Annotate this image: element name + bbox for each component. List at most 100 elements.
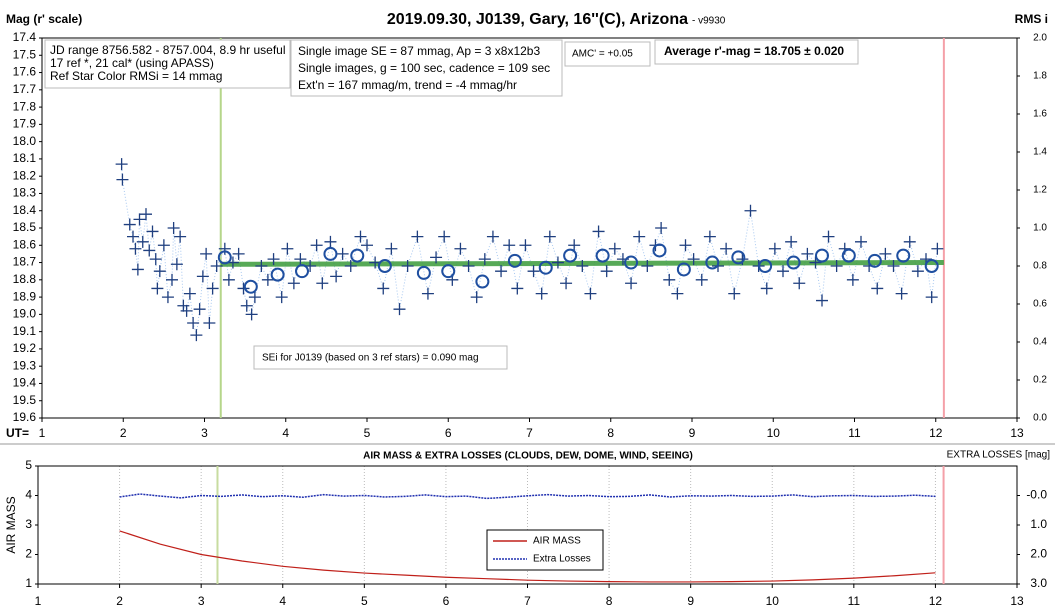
- data-point: [931, 242, 944, 255]
- data-point: [127, 230, 139, 243]
- y-tick-label: 18.1: [13, 151, 37, 165]
- data-point: [462, 260, 475, 272]
- y-tick-label: 18.0: [13, 134, 37, 148]
- x-tick-label: 1: [39, 426, 46, 440]
- legend-label: AIR MASS: [533, 536, 581, 547]
- y-tick-label: 17.8: [13, 99, 37, 113]
- legend-box: [486, 529, 604, 571]
- data-point: [316, 277, 329, 290]
- data-point: [255, 260, 268, 272]
- data-point: [720, 242, 733, 255]
- mean-point: [595, 248, 610, 263]
- y-tick-label: 18.7: [13, 255, 37, 269]
- data-point: [478, 253, 491, 266]
- info-box: [44, 39, 291, 89]
- x-tick-label: 13: [1010, 426, 1024, 440]
- data-point: [294, 253, 307, 266]
- data-point: [140, 208, 152, 221]
- y-axis-label: Mag (r' scale): [6, 12, 82, 26]
- info-box: [290, 39, 563, 97]
- y-tick-label: 1: [25, 576, 32, 590]
- y2-tick-label: 1.0: [1033, 223, 1047, 234]
- data-point: [245, 308, 258, 321]
- x-tick-label: 7: [524, 594, 531, 608]
- data-point: [641, 260, 654, 272]
- data-point: [151, 282, 164, 295]
- data-line: [119, 530, 936, 583]
- info-text: Single images, g = 100 sec, cadence = 10…: [298, 61, 550, 75]
- data-point: [663, 273, 676, 286]
- info-box: [253, 345, 508, 370]
- x-tick-label: 8: [607, 426, 614, 440]
- data-point: [203, 317, 216, 329]
- x-tick-label: 11: [848, 426, 861, 440]
- y-tick-label: 19.1: [13, 324, 37, 338]
- data-point: [354, 230, 367, 243]
- y-tick-label: 18.4: [13, 203, 37, 217]
- data-point: [551, 256, 564, 269]
- info-text: Ext'n = 167 mmag/m, trend = -4 mmag/hr: [298, 78, 517, 92]
- y-tick-label: 19.0: [13, 307, 37, 321]
- x-tick-label: 9: [689, 426, 696, 440]
- mean-point: [758, 259, 773, 273]
- x-tick-label: 4: [282, 426, 289, 440]
- data-point: [809, 256, 822, 269]
- y-tick-label: 18.3: [13, 186, 37, 200]
- data-point: [183, 287, 196, 300]
- data-point: [560, 277, 573, 290]
- data-point: [671, 287, 684, 300]
- amc-text: AMC' = +0.05: [572, 49, 633, 60]
- y-tick-label: 17.5: [13, 47, 37, 61]
- chart-title: 2019.09.30, J0139, Gary, 16''(C), Arizon…: [387, 11, 688, 28]
- mean-point: [507, 253, 522, 268]
- y2-tick-label: 2.0: [1030, 547, 1047, 561]
- mean-point: [441, 264, 456, 279]
- y-tick-label: 3: [25, 517, 32, 531]
- data-point: [115, 158, 128, 171]
- data-point: [785, 235, 798, 248]
- data-point: [180, 304, 193, 317]
- mean-point: [323, 246, 338, 261]
- data-point: [174, 230, 187, 243]
- mean-point: [786, 255, 801, 270]
- y2-tick-label: 1.6: [1033, 109, 1047, 120]
- y-tick-label: 18.9: [13, 289, 37, 303]
- mean-point: [815, 248, 829, 263]
- data-point: [361, 239, 373, 252]
- x-tick-label: 2: [116, 594, 123, 608]
- mean-point: [377, 259, 392, 273]
- y2-tick-label: 0.4: [1033, 337, 1047, 348]
- y2-tick-label: 1.4: [1033, 147, 1047, 158]
- data-point: [679, 239, 692, 252]
- info-text: Single image SE = 87 mmag, Ap = 3 x8x12b…: [298, 44, 540, 58]
- y-tick-label: 19.3: [13, 358, 37, 372]
- data-point: [830, 260, 843, 272]
- data-point: [411, 230, 424, 243]
- data-point: [210, 260, 223, 272]
- y-tick-label: 17.7: [13, 82, 37, 96]
- data-point: [687, 253, 700, 266]
- y2-tick-label: 0.6: [1033, 299, 1047, 310]
- data-point: [695, 273, 708, 286]
- data-point: [218, 242, 231, 255]
- y2-tick-label: 1.0: [1030, 517, 1047, 531]
- data-point: [153, 265, 166, 278]
- mean-point: [538, 260, 553, 275]
- data-point: [177, 299, 190, 312]
- plot-frame: [37, 465, 1018, 585]
- x-tick-label: 2: [120, 426, 127, 440]
- data-point: [454, 242, 467, 255]
- y-tick-label: 19.2: [13, 341, 37, 355]
- data-point: [633, 230, 646, 243]
- annotation: SEi for J0139 (based on 3 ref stars) = 0…: [262, 353, 479, 364]
- info-text: 17 ref *, 21 cal* (using APASS): [50, 56, 214, 70]
- info-box: [564, 41, 651, 67]
- data-point: [393, 303, 406, 316]
- x-tick-label: 6: [443, 594, 450, 608]
- mean-point: [243, 279, 258, 294]
- y2-tick-label: 0.2: [1033, 375, 1047, 386]
- y2-tick-label: 1.8: [1033, 71, 1047, 82]
- data-point: [511, 282, 524, 295]
- mean-point: [295, 264, 309, 279]
